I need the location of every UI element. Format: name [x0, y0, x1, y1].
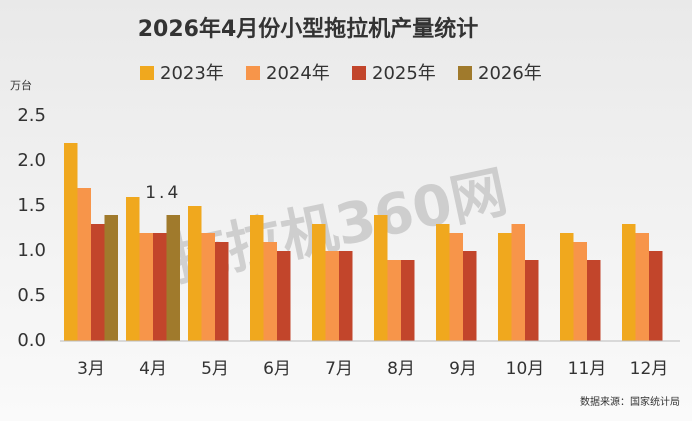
- bar: [622, 224, 636, 341]
- y-tick-label: 1.5: [17, 195, 46, 216]
- y-unit: 万台: [10, 78, 32, 92]
- bar: [387, 260, 401, 341]
- bar: [525, 260, 539, 341]
- bar: [511, 224, 525, 341]
- bar: [277, 251, 291, 341]
- bar: [635, 233, 649, 341]
- bar: [449, 233, 463, 341]
- bar: [560, 233, 574, 341]
- bar: [166, 215, 180, 341]
- bar: [201, 233, 215, 341]
- bar: [263, 242, 277, 341]
- x-tick-label: 9月: [449, 359, 477, 379]
- x-tick-label: 3月: [77, 359, 105, 379]
- bar: [463, 251, 477, 341]
- bar: [139, 233, 153, 341]
- legend-swatch: [246, 66, 260, 80]
- bar: [374, 215, 388, 341]
- bar: [215, 242, 229, 341]
- x-tick-label: 6月: [263, 359, 291, 379]
- bar: [587, 260, 601, 341]
- legend-swatch: [140, 66, 154, 80]
- y-tick-label: 0.0: [17, 330, 46, 351]
- source: 数据来源：国家统计局: [580, 395, 680, 408]
- bar: [573, 242, 587, 341]
- legend-label: 2026年: [478, 63, 542, 84]
- bar: [498, 233, 512, 341]
- bar: [153, 233, 167, 341]
- y-tick-label: 0.5: [17, 285, 46, 306]
- bar: [401, 260, 415, 341]
- legend-swatch: [458, 66, 472, 80]
- bar: [104, 215, 118, 341]
- y-tick-label: 1.0: [17, 240, 46, 261]
- bar: [126, 197, 140, 341]
- bar: [91, 224, 105, 341]
- bar: [436, 224, 450, 341]
- x-tick-label: 12月: [630, 359, 669, 379]
- x-tick-label: 8月: [387, 359, 415, 379]
- x-tick-label: 4月: [139, 359, 167, 379]
- data-label: 1.4: [145, 183, 181, 203]
- bar: [77, 188, 91, 341]
- bar: [325, 251, 339, 341]
- bar: [188, 206, 202, 341]
- bar: [64, 143, 78, 341]
- x-tick-label: 10月: [506, 359, 545, 379]
- bar: [649, 251, 663, 341]
- legend-label: 2023年: [160, 63, 224, 84]
- bar: [312, 224, 326, 341]
- bar: [339, 251, 353, 341]
- legend-label: 2024年: [266, 63, 330, 84]
- x-tick-label: 11月: [568, 359, 607, 379]
- bar: [250, 215, 264, 341]
- y-tick-label: 2.5: [17, 105, 46, 126]
- legend-label: 2025年: [372, 63, 436, 84]
- chart-title: 2026年4月份小型拖拉机产量统计: [138, 16, 479, 42]
- legend-swatch: [352, 66, 366, 80]
- y-tick-label: 2.0: [17, 150, 46, 171]
- x-tick-label: 5月: [201, 359, 229, 379]
- x-tick-label: 7月: [325, 359, 353, 379]
